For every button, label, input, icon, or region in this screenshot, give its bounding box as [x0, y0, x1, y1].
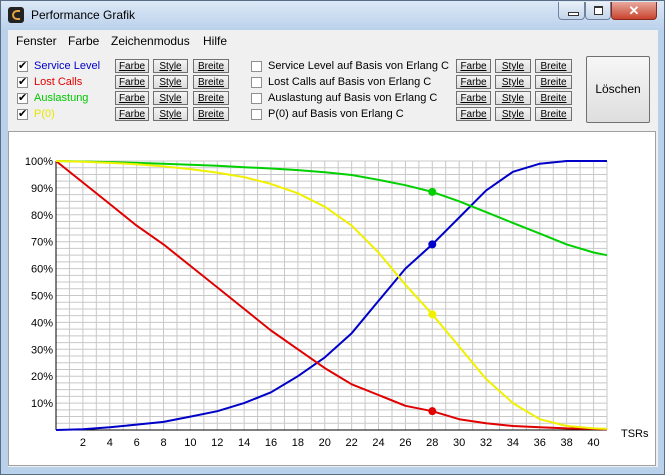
maximize-button[interactable]	[585, 2, 611, 20]
x-axis-label: TSRs	[621, 428, 649, 440]
style-button-auslastung-erlang[interactable]: Style	[495, 91, 531, 105]
x-tick-label: 18	[292, 437, 304, 449]
series-line	[55, 160, 607, 431]
style-button-lost-calls[interactable]: Style	[153, 75, 188, 89]
x-tick-label: 8	[160, 437, 166, 449]
series-marker	[428, 407, 437, 416]
farbe-button-auslastung[interactable]: Farbe	[115, 91, 149, 105]
checkbox-auslastung[interactable]	[17, 91, 28, 104]
series-marker	[428, 187, 437, 196]
x-tick-label: 2	[80, 437, 86, 449]
y-tick-label: 10%	[31, 398, 53, 410]
checkbox-service-level-erlang[interactable]	[251, 61, 262, 72]
x-tick-label: 10	[184, 437, 196, 449]
farbe-button-service-level-erlang[interactable]: Farbe	[456, 59, 491, 73]
y-tick-label: 40%	[31, 317, 53, 329]
x-tick-label: 6	[134, 437, 140, 449]
checkbox-auslastung-erlang[interactable]	[251, 93, 262, 104]
series-line	[55, 160, 608, 430]
breite-button-auslastung-erlang[interactable]: Breite	[535, 91, 572, 105]
breite-button-service-level[interactable]: Breite	[193, 59, 229, 73]
x-tick-label: 26	[399, 437, 411, 449]
style-button-lost-calls-erlang[interactable]: Style	[495, 75, 531, 89]
client-area: Fenster Farbe Zeichenmodus Hilfe Service…	[8, 30, 658, 467]
label-p0-erlang: P(0) auf Basis von Erlang C	[268, 108, 404, 120]
label-service-level-erlang: Service Level auf Basis von Erlang C	[268, 60, 449, 72]
x-tick-label: 22	[346, 437, 358, 449]
style-button-service-level[interactable]: Style	[153, 59, 188, 73]
window-title: Performance Grafik	[31, 8, 136, 22]
y-tick-label: 70%	[31, 237, 53, 249]
series-marker	[428, 240, 437, 249]
label-service-level: Service Level	[34, 60, 101, 72]
x-tick-label: 12	[211, 437, 223, 449]
y-tick-label: 30%	[31, 344, 53, 356]
breite-button-lost-calls[interactable]: Breite	[193, 75, 229, 89]
app-icon	[8, 7, 24, 23]
farbe-button-p0-erlang[interactable]: Farbe	[456, 107, 491, 121]
series-line	[55, 160, 608, 257]
x-tick-label: 16	[265, 437, 277, 449]
y-tick-label: 90%	[31, 183, 53, 195]
y-tick-label: 50%	[31, 291, 53, 303]
farbe-button-auslastung-erlang[interactable]: Farbe	[456, 91, 491, 105]
checkbox-p0[interactable]	[17, 107, 28, 120]
style-button-p0[interactable]: Style	[153, 107, 188, 121]
farbe-button-lost-calls-erlang[interactable]: Farbe	[456, 75, 491, 89]
label-auslastung-erlang: Auslastung auf Basis von Erlang C	[268, 92, 438, 104]
x-tick-label: 36	[534, 437, 546, 449]
label-lost-calls: Lost Calls	[34, 76, 83, 88]
x-tick-label: 28	[426, 437, 438, 449]
breite-button-service-level-erlang[interactable]: Breite	[535, 59, 572, 73]
x-tick-label: 20	[319, 437, 331, 449]
x-tick-label: 38	[561, 437, 573, 449]
close-icon: ✕	[628, 3, 640, 18]
farbe-button-p0[interactable]: Farbe	[115, 107, 149, 121]
series-line	[55, 160, 608, 431]
checkbox-lost-calls[interactable]	[17, 75, 28, 88]
performance-chart: 10%20%30%40%50%60%70%80%90%100%2 4 6 8 10 12 1…	[25, 156, 649, 449]
menu-hilfe[interactable]: Hilfe	[203, 34, 228, 48]
label-p0: P(0)	[34, 108, 55, 120]
close-button[interactable]: ✕	[611, 2, 657, 20]
menu-zeichenmodus[interactable]: Zeichenmodus	[111, 34, 190, 48]
x-tick-label: 34	[507, 437, 519, 449]
checkbox-lost-calls-erlang[interactable]	[251, 77, 262, 88]
breite-button-lost-calls-erlang[interactable]: Breite	[535, 75, 572, 89]
menu-bar: Fenster Farbe Zeichenmodus Hilfe	[8, 30, 658, 50]
title-bar[interactable]: Performance Grafik ✕	[1, 1, 664, 29]
y-tick-label: 60%	[31, 264, 53, 276]
breite-button-p0-erlang[interactable]: Breite	[535, 107, 572, 121]
x-tick-label: 14	[238, 437, 250, 449]
y-tick-label: 100%	[25, 156, 53, 168]
breite-button-auslastung[interactable]: Breite	[193, 91, 229, 105]
label-auslastung: Auslastung	[34, 92, 89, 104]
farbe-button-lost-calls[interactable]: Farbe	[115, 75, 149, 89]
loeschen-button[interactable]: Löschen	[586, 56, 650, 123]
series-marker	[428, 310, 437, 319]
minimize-button[interactable]	[558, 2, 585, 20]
x-tick-label: 40	[587, 437, 599, 449]
menu-fenster[interactable]: Fenster	[16, 34, 57, 48]
x-tick-label: 32	[480, 437, 492, 449]
style-button-auslastung[interactable]: Style	[153, 91, 188, 105]
style-button-p0-erlang[interactable]: Style	[495, 107, 531, 121]
breite-button-p0[interactable]: Breite	[193, 107, 229, 121]
farbe-button-service-level[interactable]: Farbe	[115, 59, 149, 73]
label-lost-calls-erlang: Lost Calls auf Basis von Erlang C	[268, 76, 432, 88]
style-button-service-level-erlang[interactable]: Style	[495, 59, 531, 73]
chart-panel: 10% 20% 30% 40% 50% 60% 70% 80% 90% 100% 2 4 6 8 10 12 1…	[8, 131, 656, 466]
x-tick-label: 30	[453, 437, 465, 449]
menu-farbe[interactable]: Farbe	[68, 34, 100, 48]
x-tick-label: 24	[372, 437, 384, 449]
checkbox-p0-erlang[interactable]	[251, 109, 262, 120]
y-tick-label: 20%	[31, 371, 53, 383]
checkbox-service-level[interactable]	[17, 59, 28, 72]
y-tick-label: 80%	[31, 210, 53, 222]
x-tick-label: 4	[107, 437, 113, 449]
